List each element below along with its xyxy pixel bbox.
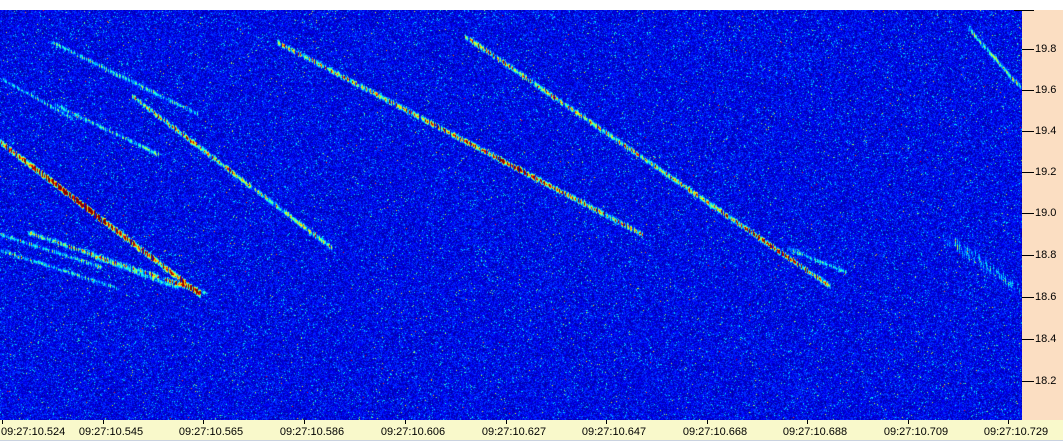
x-axis-tick [405, 420, 406, 424]
y-axis-tick-label: 19.8 [1035, 43, 1057, 55]
x-axis-tick-label: 09:27:10.709 [883, 426, 949, 438]
y-axis-tick [1022, 339, 1034, 340]
y-axis-tick-label: 18.6 [1035, 291, 1057, 303]
y-axis-tick [1022, 49, 1034, 50]
x-axis-tick-label: 09:27:10.627 [481, 426, 547, 438]
x-axis-tick [1008, 420, 1009, 424]
y-axis-tick-label: 19.6 [1035, 84, 1057, 96]
y-axis: 19.8 19.6 19.4 19.2 19.0 18.8 18.6 18.4 18.2 [1014, 10, 1063, 420]
x-axis-tick [908, 420, 909, 424]
x-axis-tick [2, 420, 3, 424]
y-axis-tick-label: 19.0 [1035, 207, 1057, 219]
y-axis-tick-label: 18.2 [1035, 375, 1057, 387]
x-axis-tick [707, 420, 708, 424]
x-axis: 09:27:10.524 09:27:10.545 09:27:10.565 09:2… [0, 420, 1063, 441]
y-axis-tick [1022, 255, 1034, 256]
x-axis-tick-label: 09:27:10.668 [682, 426, 748, 438]
y-axis-tick [1022, 172, 1034, 173]
x-axis-tick-label: 09:27:10.688 [782, 426, 848, 438]
x-axis-tick-label: 09:27:10.586 [279, 426, 345, 438]
y-axis-tick [1022, 297, 1034, 298]
y-axis-tick [1022, 90, 1034, 91]
y-axis-tick [1022, 213, 1034, 214]
spectrogram-canvas [0, 10, 1022, 420]
x-axis-tick [606, 420, 607, 424]
y-axis-tick-label: 19.2 [1035, 166, 1057, 178]
x-axis-tick-label: 09:27:10.606 [380, 426, 446, 438]
x-axis-tick-label: 09:27:10.565 [178, 426, 244, 438]
top-margin [0, 0, 1063, 10]
y-axis-tick [1014, 10, 1034, 11]
x-axis-tick-label: 09:27:10.524 [1, 426, 66, 438]
y-axis-tick [1022, 131, 1034, 132]
y-axis-tick-label: 19.4 [1035, 125, 1057, 137]
y-axis-tick-label: 18.4 [1035, 333, 1057, 345]
x-axis-tick [203, 420, 204, 424]
x-axis-tick [103, 420, 104, 424]
y-axis-tick-label: 18.8 [1035, 249, 1057, 261]
x-axis-tick-label: 09:27:10.729 [983, 426, 1049, 438]
x-axis-tick-label: 09:27:10.545 [78, 426, 144, 438]
x-axis-tick-label: 09:27:10.647 [581, 426, 647, 438]
y-axis-tick [1022, 381, 1034, 382]
x-axis-tick [506, 420, 507, 424]
x-axis-tick [807, 420, 808, 424]
x-axis-tick [304, 420, 305, 424]
